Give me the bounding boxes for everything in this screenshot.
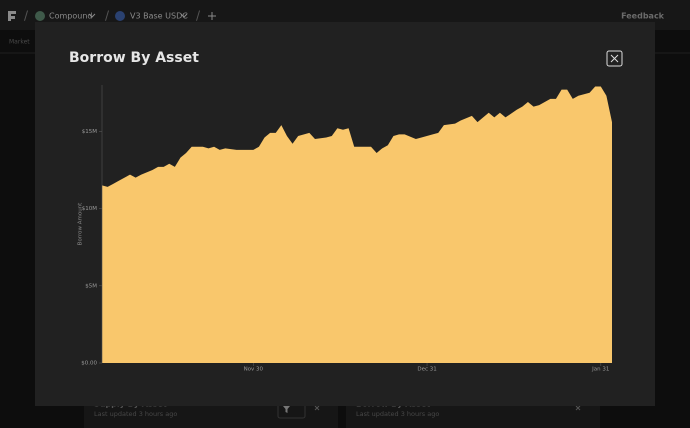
y-tick-label: $5M xyxy=(85,283,97,289)
plot: $0.00 $5M $10M $15M Nov 30 Dec 31 Jan 31 xyxy=(81,85,612,373)
y-axis-label: Borrow Amount xyxy=(78,202,84,246)
close-button[interactable] xyxy=(606,50,623,67)
separator: / xyxy=(24,9,29,23)
card-updated: Last updated 3 hours ago xyxy=(94,410,177,418)
x-tick-label: Nov 30 xyxy=(244,367,264,373)
y-tick-label: $0.00 xyxy=(81,361,97,367)
add-button[interactable] xyxy=(208,12,216,20)
x-tick-label: Jan 31 xyxy=(591,367,609,373)
y-tick-label: $10M xyxy=(82,206,97,212)
x-tick-label: Dec 31 xyxy=(417,367,436,373)
subnav[interactable]: Market xyxy=(9,39,30,46)
chevron xyxy=(88,13,96,18)
modal-bottom xyxy=(35,400,655,406)
chevron xyxy=(180,13,188,18)
chart-title: Borrow By Asset xyxy=(69,50,199,66)
protocol-icon xyxy=(35,11,45,21)
protocol[interactable]: Compound xyxy=(49,12,92,21)
close-icon xyxy=(610,54,619,63)
filter-icon xyxy=(283,406,290,413)
feedback[interactable]: Feedback xyxy=(621,12,665,21)
y-tick-label: $15M xyxy=(82,129,97,135)
market-icon xyxy=(115,11,125,21)
separator: / xyxy=(196,9,201,23)
market[interactable]: V3 Base USDC xyxy=(130,12,188,21)
separator: / xyxy=(105,9,110,23)
logo[interactable] xyxy=(8,11,16,21)
area xyxy=(102,86,612,364)
card-updated: Last updated 3 hours ago xyxy=(356,410,439,418)
expand-icon[interactable] xyxy=(314,405,581,411)
